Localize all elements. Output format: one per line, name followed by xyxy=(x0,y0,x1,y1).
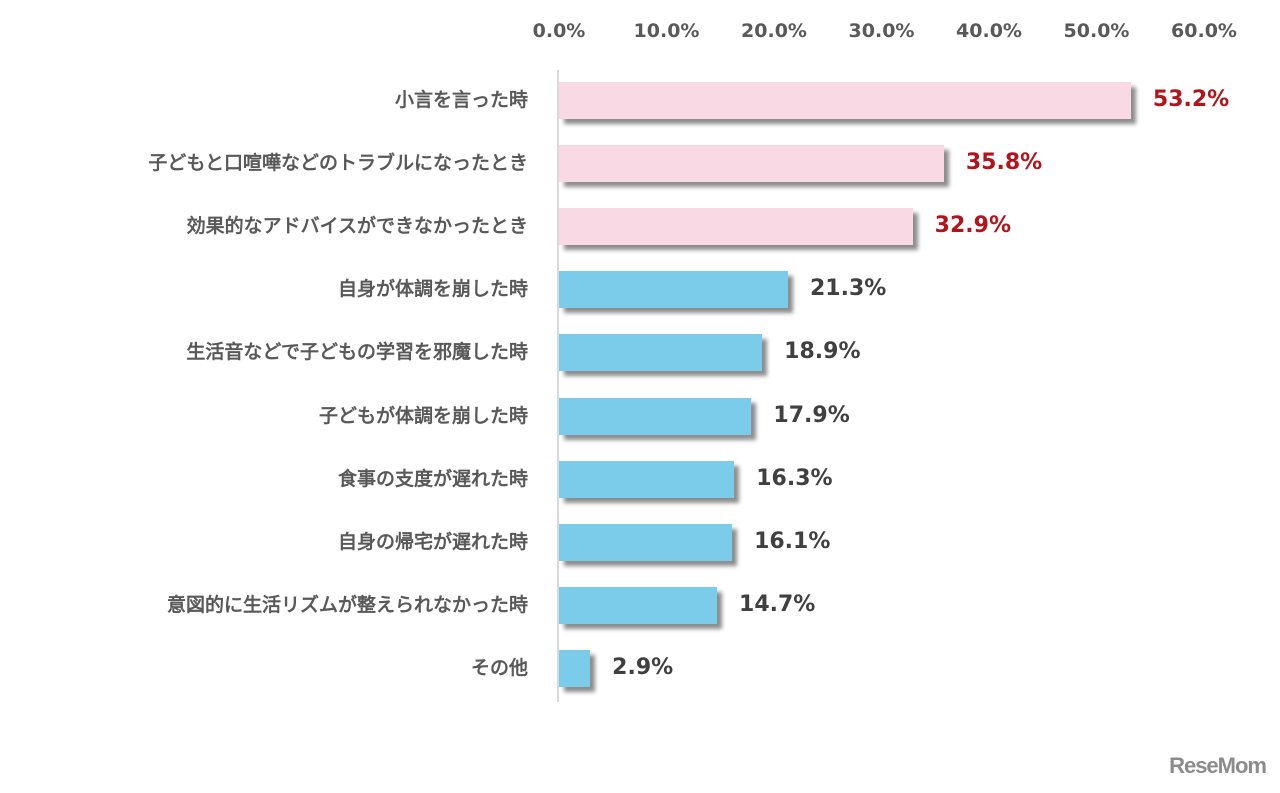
value-label: 35.8% xyxy=(965,150,1043,176)
bar xyxy=(559,397,752,435)
value-label: 18.9% xyxy=(784,339,861,365)
value-label: 32.9% xyxy=(934,213,1011,239)
bar xyxy=(559,586,718,624)
bar xyxy=(559,523,733,561)
value-label: 17.9% xyxy=(773,402,850,428)
y-axis-line xyxy=(557,70,559,702)
category-label: 子どもと口喧嘩などのトラブルになったとき xyxy=(148,152,528,175)
x-tick-label: 60.0% xyxy=(1171,20,1237,42)
value-label: 16.3% xyxy=(756,465,833,491)
category-label: 自身が体調を崩した時 xyxy=(337,278,528,301)
x-tick-label: 40.0% xyxy=(956,20,1022,42)
bar xyxy=(559,271,788,309)
bar xyxy=(559,649,591,687)
category-label: 小言を言った時 xyxy=(394,89,528,111)
bar xyxy=(559,334,763,372)
x-tick-label: 20.0% xyxy=(741,20,807,42)
category-label: 生活音などで子どもの学習を邪魔した時 xyxy=(186,341,528,364)
value-label: 16.1% xyxy=(754,528,831,554)
resemom-logo: ReseMom xyxy=(1169,753,1267,778)
bar xyxy=(559,208,913,246)
x-tick-label: 10.0% xyxy=(633,20,700,42)
category-label: 子どもが体調を崩した時 xyxy=(318,404,528,427)
category-label: 効果的なアドバイスができなかったとき xyxy=(186,215,528,238)
x-tick-label: 30.0% xyxy=(848,20,915,42)
value-label: 21.3% xyxy=(809,276,887,302)
category-label: 食事の支度が遅れた時 xyxy=(337,467,528,490)
bar xyxy=(559,82,1131,119)
category-label: 自身の帰宅が遅れた時 xyxy=(337,530,528,553)
category-label: 意図的に生活リズムが整えられなかった時 xyxy=(166,593,528,616)
bar xyxy=(559,145,944,183)
bar xyxy=(559,460,735,498)
x-tick-label: 50.0% xyxy=(1063,20,1130,42)
value-label: 14.7% xyxy=(739,591,816,617)
value-label: 53.2% xyxy=(1152,87,1230,112)
value-label: 2.9% xyxy=(612,654,674,680)
category-label: その他 xyxy=(470,656,528,679)
x-tick-label: 0.0% xyxy=(532,20,586,42)
